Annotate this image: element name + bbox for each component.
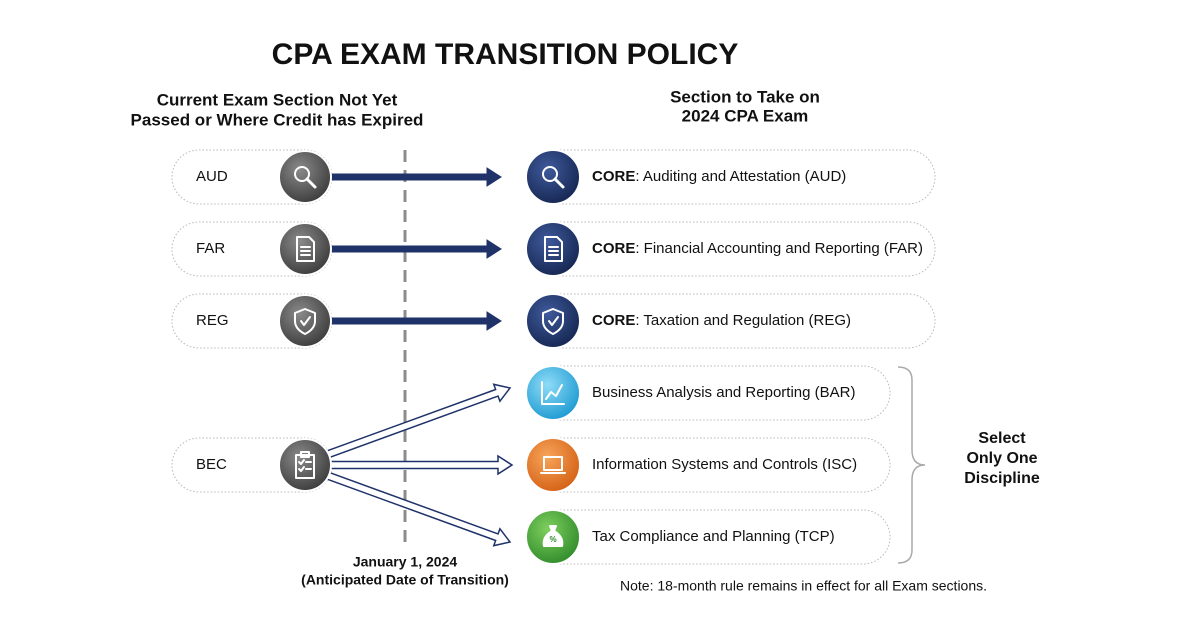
arrow — [329, 167, 502, 187]
brace — [897, 366, 926, 564]
glyph-part — [300, 246, 311, 256]
glyph-part — [300, 451, 310, 458]
glyph-part: % — [549, 535, 556, 544]
glyph-part — [548, 316, 559, 326]
select-note: Discipline — [964, 470, 1040, 487]
new-section-label: CORE: Taxation and Regulation (REG) — [592, 312, 851, 329]
date-label: (Anticipated Date of Transition) — [301, 572, 509, 588]
arrow — [329, 454, 514, 476]
arrow — [323, 383, 512, 460]
icon-glyph — [294, 308, 316, 335]
section-name: : Financial Accounting and Reporting (FA… — [635, 240, 923, 257]
glyph-part — [294, 308, 316, 335]
new-section-label: Business Analysis and Reporting (BAR) — [592, 384, 855, 401]
new-section-label: CORE: Financial Accounting and Reporting… — [592, 240, 923, 257]
section-name: Information Systems and Controls (ISC) — [592, 456, 857, 473]
left-header: Passed or Where Credit has Expired — [131, 110, 424, 129]
right-header: 2024 CPA Exam — [682, 106, 809, 125]
glyph-part — [541, 381, 565, 405]
glyph-part — [542, 525, 564, 547]
icon-glyph — [542, 308, 564, 335]
icon-glyph — [294, 166, 317, 189]
core-prefix: CORE — [592, 312, 635, 329]
icon-glyph — [295, 451, 315, 479]
icon-circle — [525, 293, 581, 349]
title: CPA EXAM TRANSITION POLICY — [272, 38, 739, 71]
select-note: Select — [978, 430, 1026, 447]
date-label: January 1, 2024 — [353, 554, 458, 570]
current-section-label: BEC — [196, 456, 227, 473]
glyph-part — [305, 177, 317, 189]
current-section-label: REG — [196, 312, 229, 329]
section-name: : Auditing and Attestation (AUD) — [635, 168, 846, 185]
icon-glyph — [541, 381, 565, 405]
glyph-part — [543, 456, 563, 471]
section-name: : Taxation and Regulation (REG) — [635, 312, 851, 329]
note: Note: 18-month rule remains in effect fo… — [620, 578, 987, 594]
icon-circle — [278, 222, 332, 276]
new-section-label: Information Systems and Controls (ISC) — [592, 456, 857, 473]
new-section-label: CORE: Auditing and Attestation (AUD) — [592, 168, 846, 185]
icon-glyph — [544, 236, 563, 262]
left-header: Current Exam Section Not Yet — [157, 90, 398, 109]
arrow — [323, 470, 512, 547]
icon-circle — [278, 294, 332, 348]
icon-circle — [278, 438, 332, 492]
icon-circle — [525, 221, 581, 277]
core-prefix: CORE — [592, 168, 635, 185]
glyph-part — [542, 166, 558, 182]
glyph-part — [296, 236, 315, 262]
glyph-part — [300, 316, 311, 326]
icon-glyph: % — [542, 525, 564, 547]
glyph-part — [294, 166, 310, 182]
current-section-label: FAR — [196, 240, 225, 257]
core-prefix: CORE — [592, 240, 635, 257]
glyph-part — [544, 236, 563, 262]
current-section-label: AUD — [196, 168, 228, 185]
section-name: Business Analysis and Reporting (BAR) — [592, 384, 855, 401]
arrow — [329, 311, 502, 331]
icon-glyph — [540, 456, 566, 474]
icon-circle — [525, 149, 581, 205]
glyph-part — [298, 459, 312, 472]
section-name: Tax Compliance and Planning (TCP) — [592, 528, 835, 545]
right-header: Section to Take on — [670, 87, 820, 106]
glyph-part — [542, 308, 564, 335]
glyph-part — [553, 177, 565, 189]
icon-glyph — [296, 236, 315, 262]
glyph-part — [548, 246, 559, 256]
icon-glyph — [542, 166, 565, 189]
arrow — [329, 239, 502, 259]
new-section-label: Tax Compliance and Planning (TCP) — [592, 528, 835, 545]
icon-circle — [525, 437, 581, 493]
select-note: Only One — [966, 450, 1037, 467]
glyph-part — [545, 384, 563, 400]
icon-circle — [278, 150, 332, 204]
